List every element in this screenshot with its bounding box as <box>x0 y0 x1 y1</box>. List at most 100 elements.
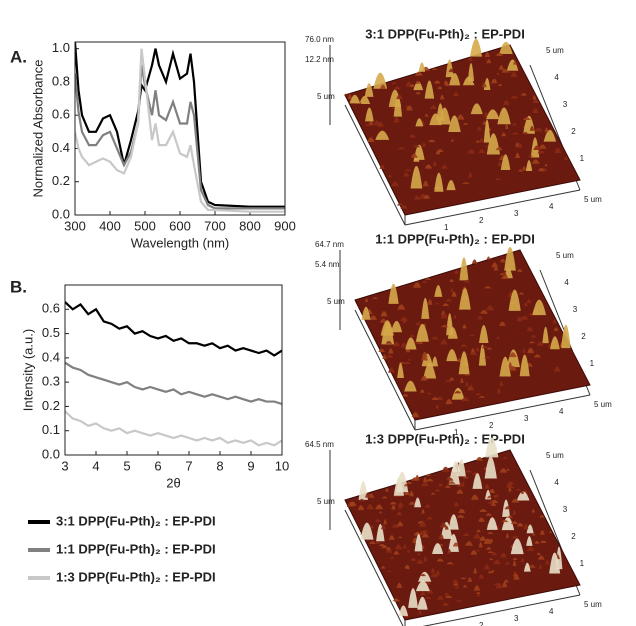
afm-peak <box>424 80 435 99</box>
afm-peak <box>563 156 569 160</box>
afm-peak <box>392 342 401 347</box>
afm-peak <box>475 392 481 396</box>
afm-peak <box>454 269 459 274</box>
afm-peak <box>445 485 451 488</box>
afm-peak <box>520 490 525 494</box>
afm-peak <box>453 501 460 507</box>
afm-y-tick: 2 <box>581 332 586 341</box>
afm-y-tick: 5 um <box>546 46 564 55</box>
afm-y-tick: 5 um <box>556 251 574 260</box>
afm-peak <box>506 482 513 488</box>
afm-peak <box>425 278 432 280</box>
afm-corner-label: 5 um <box>327 297 345 306</box>
afm-peak <box>526 524 534 534</box>
afm-peak <box>502 271 507 276</box>
afm-peak <box>464 470 473 473</box>
afm-peak <box>404 361 411 365</box>
afm-peak <box>436 558 444 562</box>
afm-peak <box>397 362 404 379</box>
afm-peak <box>423 194 431 199</box>
data-line <box>75 65 285 210</box>
afm-peak <box>534 540 540 544</box>
afm-peak <box>465 541 473 546</box>
afm-peak <box>434 302 440 305</box>
afm-peak <box>504 246 516 271</box>
afm-peak <box>381 496 388 499</box>
afm-peak <box>522 166 527 171</box>
afm-peak <box>430 492 436 495</box>
y-tick-label: 0.2 <box>52 173 70 188</box>
afm-peak <box>539 530 545 535</box>
afm-peak <box>518 169 524 172</box>
afm-peak <box>542 326 549 344</box>
afm-peak <box>456 114 465 120</box>
afm-peak <box>508 289 521 311</box>
afm-peak <box>393 597 398 602</box>
y-tick-label: 0.6 <box>42 301 60 316</box>
afm-z-label: 64.7 nm <box>315 240 344 249</box>
afm-peak <box>453 586 460 589</box>
afm-z-label: 12.2 nm <box>305 55 334 64</box>
afm-peak <box>478 149 486 154</box>
afm-peak <box>489 558 494 561</box>
afm-z-label: 76.0 nm <box>305 35 334 44</box>
afm-peak <box>501 581 508 588</box>
afm-peak <box>408 501 416 505</box>
afm-peak <box>349 94 361 104</box>
afm-peak <box>484 456 497 479</box>
afm-peak <box>544 163 548 167</box>
afm-peak <box>491 78 498 84</box>
afm-y-tick: 5 um <box>546 451 564 460</box>
afm-y-tick: 4 <box>564 278 569 287</box>
afm-peak <box>380 320 394 336</box>
afm-peak <box>441 466 450 472</box>
plot-frame <box>74 41 286 216</box>
afm-x-tick: 2 <box>479 621 484 626</box>
afm-peak <box>375 504 384 510</box>
afm-peak <box>414 534 423 552</box>
afm-peak <box>526 299 532 304</box>
afm-edge <box>344 509 404 626</box>
afm-peak <box>436 570 440 575</box>
afm-peak <box>423 362 437 379</box>
x-tick-label: 5 <box>123 458 130 473</box>
afm-peak <box>513 60 517 65</box>
afm-peak <box>437 483 444 487</box>
afm-peak <box>525 160 533 172</box>
afm-peak <box>504 506 512 510</box>
afm-y-tick: 1 <box>580 154 585 163</box>
afm-peak <box>400 204 408 209</box>
afm-peak <box>449 279 454 282</box>
afm-peak <box>494 178 502 181</box>
afm-peak <box>442 303 450 307</box>
afm-peak <box>550 336 560 350</box>
afm-peak <box>438 534 444 540</box>
afm-peak <box>549 552 561 574</box>
afm-peak <box>403 172 410 177</box>
afm-peak <box>366 504 374 510</box>
afm-x-tick: 3 <box>514 209 519 218</box>
afm-peak <box>385 549 393 553</box>
afm-peak <box>415 580 430 592</box>
afm-peak <box>516 491 530 501</box>
afm-surface-group <box>344 437 581 621</box>
afm-peak <box>511 535 519 539</box>
afm-peak <box>415 118 424 127</box>
afm-peak <box>512 123 517 126</box>
afm-peak <box>531 508 535 513</box>
afm-peak <box>473 585 481 591</box>
afm-peak <box>365 107 374 122</box>
afm-peak <box>431 397 439 400</box>
afm-peak <box>460 577 467 580</box>
afm-peak <box>379 84 386 89</box>
afm-peak <box>478 344 487 366</box>
afm-peak <box>413 282 422 288</box>
afm-peak <box>467 577 473 582</box>
afm-peak <box>359 95 371 104</box>
afm-peak <box>435 150 441 155</box>
afm-peak <box>407 358 412 361</box>
afm-title: 3:1 DPP(Fu-Pth)₂ : EP-PDI <box>365 26 525 41</box>
afm-peak <box>373 72 388 89</box>
x-tick-label: 7 <box>185 458 192 473</box>
afm-peak <box>458 508 466 514</box>
